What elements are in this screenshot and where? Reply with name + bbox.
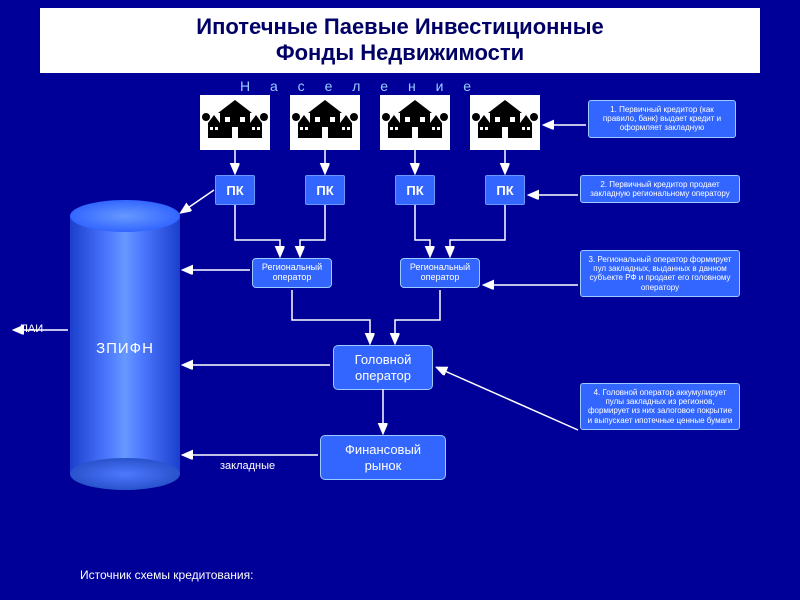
pk-box: ПК: [215, 175, 255, 205]
house-icon: [200, 95, 270, 150]
head-operator-box: Головной оператор: [333, 345, 433, 390]
pai-label: ПАИ: [20, 323, 43, 335]
info-box-1: 1. Первичный кредитор (как правило, банк…: [588, 100, 736, 138]
page-title: Ипотечные Паевые Инвестиционные Фонды Не…: [40, 8, 760, 73]
source-text: Источник схемы кредитования:: [80, 568, 253, 582]
info-box-4: 4. Головной оператор аккумулирует пулы з…: [580, 383, 740, 430]
title-line-1: Ипотечные Паевые Инвестиционные: [196, 14, 604, 39]
cylinder-label: ЗПИФН: [70, 340, 180, 357]
financial-market-box: Финансовый рынок: [320, 435, 446, 480]
house-icon: [470, 95, 540, 150]
info-box-2: 2. Первичный кредитор продает закладную …: [580, 175, 740, 203]
house-icon: [380, 95, 450, 150]
regional-operator-box: Региональный оператор: [400, 258, 480, 288]
title-line-2: Фонды Недвижимости: [276, 40, 524, 65]
subtitle: Н а с е л е н и е: [240, 78, 479, 94]
pk-box: ПК: [485, 175, 525, 205]
pk-box: ПК: [395, 175, 435, 205]
pk-box: ПК: [305, 175, 345, 205]
regional-operator-box: Региональный оператор: [252, 258, 332, 288]
house-icon: [290, 95, 360, 150]
zakladnye-label: закладные: [220, 460, 275, 472]
info-box-3: 3. Региональный оператор формирует пул з…: [580, 250, 740, 297]
cylinder: ЗПИФН: [70, 200, 180, 490]
